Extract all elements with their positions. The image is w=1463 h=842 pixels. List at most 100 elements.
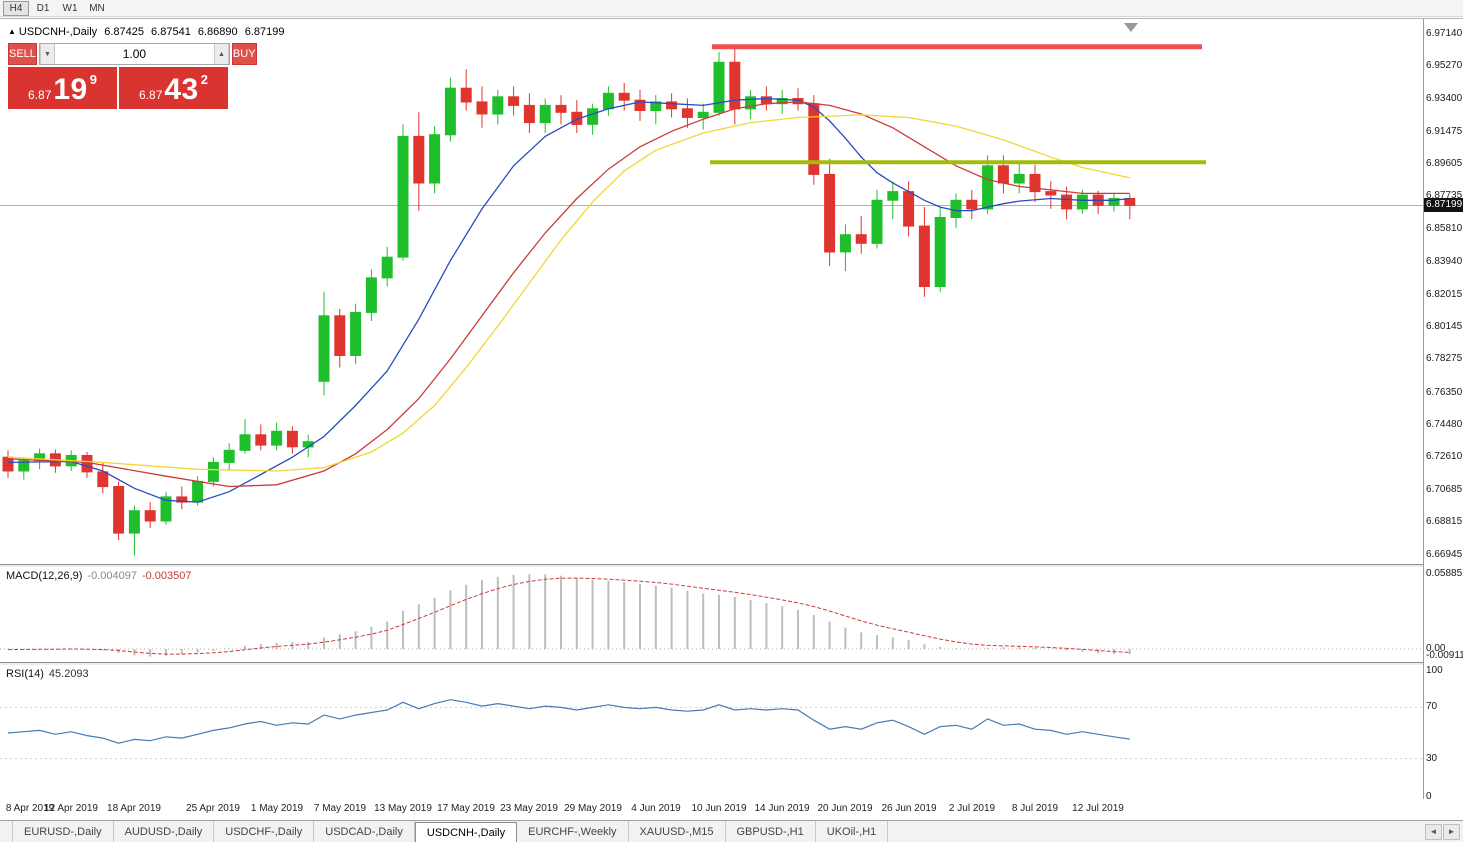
chart-tab-usdcad[interactable]: USDCAD-,Daily [314,821,415,842]
rsi-indicator-label: RSI(14) 45.2093 [6,668,89,680]
macd-histogram [7,574,1131,657]
timeframe-toolbar: H4 D1 W1 MN [0,0,1463,17]
rsi-indicator-chart [0,699,1423,760]
date-axis-label: 23 May 2019 [500,803,558,814]
candles-layer [2,45,1136,556]
macd-scale-label: 0.00 [1426,643,1446,654]
buy-button[interactable]: BUY [231,43,257,65]
sell-button[interactable]: SELL [8,43,37,65]
macd-signal-line [7,577,1130,655]
price-axis-label: 6.91475 [1426,126,1463,137]
price-axis-label: 6.68815 [1426,516,1463,527]
price-axis-rsi: 100 70 30 0 [1424,665,1463,802]
chart-tab-usdchf[interactable]: USDCHF-,Daily [214,821,315,842]
timeframe-button-d1[interactable]: D1 [30,1,56,16]
rsi-indicator-panel: RSI(14) 45.2093 [0,665,1423,799]
macd-indicator-panel: MACD(12,26,9) -0.004097 -0.003507 [0,567,1423,662]
timeframe-button-w1[interactable]: W1 [57,1,83,16]
date-axis-label: 8 Jul 2019 [1011,803,1059,814]
price-axis-label: 6.82015 [1426,289,1463,300]
timeframe-button-mn[interactable]: MN [84,1,110,16]
date-axis-label: 12 Jul 2019 [1072,803,1124,814]
date-axis-label: 14 Jun 2019 [754,803,810,814]
rsi-scale-label: 0 [1426,791,1432,802]
chart-tab-bar: EURUSD-,Daily AUDUSD-,Daily USDCHF-,Daily U… [0,820,1463,842]
panel-splitter-rsi[interactable] [0,662,1463,665]
date-axis-label: 26 Jun 2019 [881,803,937,814]
ohlc-close: 6.87199 [244,26,285,38]
ohlc-low: 6.86890 [197,26,238,38]
macd-main-value: -0.004097 [87,570,137,582]
macd-signal-value: -0.003507 [141,570,192,582]
rsi-name: RSI(14) [6,668,44,680]
price-axis-macd: 0.058851 0.00-0.009116 [1424,567,1463,662]
macd-scale-label: 0.058851 [1426,568,1463,579]
rsi-scale-label: 70 [1426,701,1438,712]
main-chart-panel: ▲ USDCNH-,Daily 6.87425 6.87541 6.86890 6… [0,19,1423,564]
collapse-trade-panel-icon[interactable]: ▲ [8,27,16,36]
chart-tab-xauusd[interactable]: XAUUSD-,M15 [629,821,726,842]
date-axis-label: 20 Jun 2019 [817,803,873,814]
macd-scale-label: -0.009116 [1426,650,1463,661]
price-axis-label: 6.66945 [1426,549,1463,560]
date-axis-label: 25 Apr 2019 [186,803,240,814]
price-axis-label: 6.70685 [1426,484,1463,495]
date-axis-label: 8 Apr 2019 [5,803,55,814]
chart-tab-eurchf[interactable]: EURCHF-,Weekly [517,821,629,842]
sell-price-prefix: 6.87 [28,88,52,102]
volume-control: ▼ ▲ [38,43,230,65]
chart-ohlc-header: ▲ USDCNH-,Daily 6.87425 6.87541 6.86890 6… [8,26,288,38]
chart-tab-list: EURUSD-,Daily AUDUSD-,Daily USDCHF-,Daily U… [12,821,889,842]
price-axis-label: 6.89605 [1426,158,1463,169]
main-price-chart[interactable] [0,19,1423,564]
date-axis-label: 10 Jun 2019 [691,803,747,814]
price-axis-label: 6.76350 [1426,387,1463,398]
sell-price-display[interactable]: 6.87 19 9 [8,67,117,109]
date-axis-label: 1 May 2019 [250,803,304,814]
volume-increase-button[interactable]: ▲ [213,44,229,64]
price-axis-label: 6.74480 [1426,419,1463,430]
moving-average-slow [7,114,1130,472]
volume-decrease-button[interactable]: ▼ [39,44,55,64]
chart-tab-audusd[interactable]: AUDUSD-,Daily [114,821,215,842]
date-axis-label: 12 Apr 2019 [44,803,98,814]
date-axis-label: 7 May 2019 [313,803,367,814]
ohlc-open: 6.87425 [104,26,144,38]
rsi-scale-label: 30 [1426,753,1438,764]
chart-tab-usdcnh[interactable]: USDCNH-,Daily [414,822,518,842]
price-axis-label: 6.72610 [1426,451,1463,462]
tab-scroll-controls: ◄ ► [1425,821,1463,842]
buy-price-big-digits: 43 [164,73,199,106]
macd-indicator-label: MACD(12,26,9) -0.004097 -0.003507 [6,570,192,582]
price-axis[interactable]: 6.97140 6.95270 6.93400 6.91475 6.89605 6.877… [1423,19,1463,802]
current-price-badge: 6.87199 [1424,198,1463,212]
volume-input[interactable] [54,44,214,64]
tabs-scroll-right-button[interactable]: ► [1443,823,1460,840]
macd-indicator-chart [0,574,1423,657]
chart-symbol-label: USDCNH-,Daily [18,26,98,38]
chart-window: ▲ USDCNH-,Daily 6.87425 6.87541 6.86890 6… [0,18,1463,820]
price-axis-label: 6.78275 [1426,353,1463,364]
date-axis-label: 2 Jul 2019 [948,803,996,814]
panel-splitter-macd[interactable] [0,564,1463,567]
price-axis-label: 6.97140 [1426,28,1463,39]
macd-name: MACD(12,26,9) [6,570,83,582]
tabs-scroll-left-button[interactable]: ◄ [1425,823,1442,840]
sell-price-big-digits: 19 [53,73,88,106]
price-axis-label: 6.80145 [1426,321,1463,332]
timeframe-button-h4[interactable]: H4 [3,0,29,16]
chart-tab-gbpusd[interactable]: GBPUSD-,H1 [726,821,816,842]
rsi-line [7,699,1130,744]
buy-price-pip-digit: 2 [200,72,208,87]
moving-average-fast [7,97,1130,503]
rsi-scale-label: 100 [1426,665,1443,676]
chart-tab-eurusd[interactable]: EURUSD-,Daily [12,821,114,842]
date-axis-label: 4 Jun 2019 [631,803,681,814]
date-axis-label: 29 May 2019 [564,803,622,814]
date-axis-label: 17 May 2019 [437,803,495,814]
chart-tab-ukoil[interactable]: UKOil-,H1 [816,821,889,842]
date-axis[interactable]: 8 Apr 2019 12 Apr 2019 18 Apr 2019 25 Apr 2… [0,799,1423,819]
rsi-value: 45.2093 [48,668,89,680]
buy-price-display[interactable]: 6.87 43 2 [119,67,228,109]
